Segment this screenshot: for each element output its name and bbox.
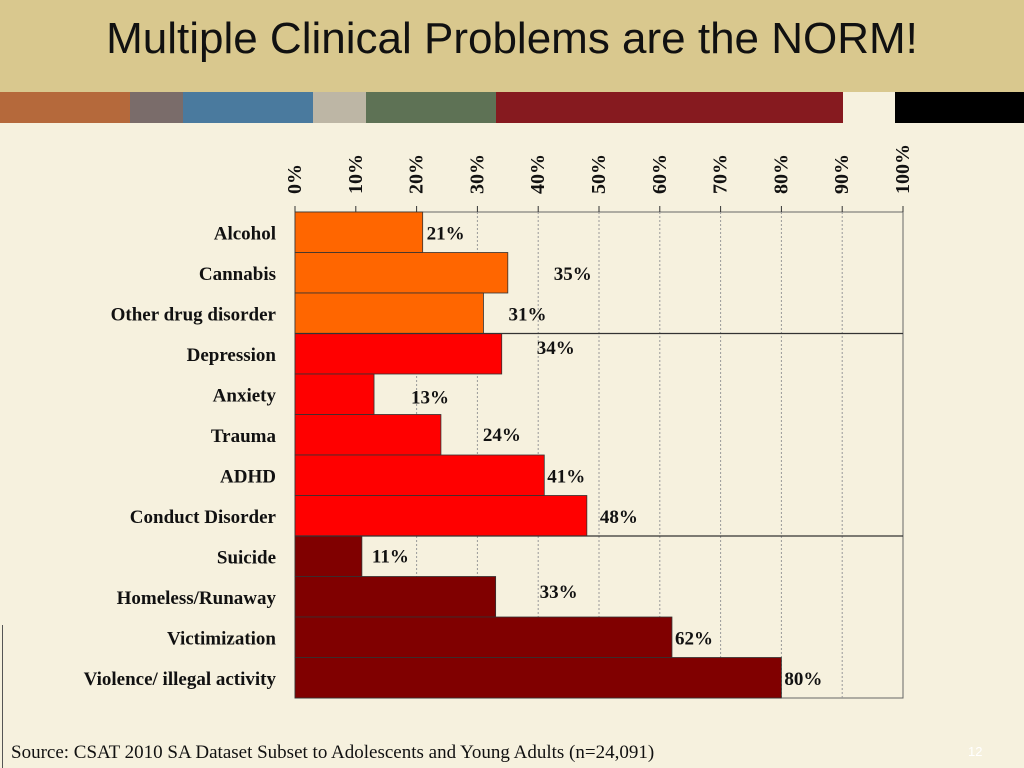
value-label: 13% [411, 387, 449, 408]
value-label: 33% [540, 582, 578, 603]
x-tick-label: 100% [892, 144, 914, 194]
bar [294, 616, 673, 658]
color-stripe [0, 92, 1024, 123]
x-tick-label: 50% [588, 154, 610, 194]
bar [294, 292, 484, 334]
slide-edge-line [2, 625, 3, 768]
bar [294, 211, 424, 253]
stripe-segment [183, 92, 313, 123]
source-note: Source: CSAT 2010 SA Dataset Subset to A… [11, 742, 655, 763]
bar [294, 373, 375, 415]
x-tick-label: 30% [466, 154, 488, 194]
title-bar: Multiple Clinical Problems are the NORM! [0, 0, 1024, 93]
bar [294, 333, 503, 375]
category-label: Depression [187, 345, 277, 366]
bar [294, 576, 497, 618]
category-label: Other drug disorder [111, 304, 277, 325]
page-number: 12 [968, 744, 983, 759]
stripe-segment [0, 92, 130, 123]
bar [294, 454, 545, 496]
value-label: 80% [784, 669, 822, 690]
bar [294, 252, 509, 294]
category-label: Trauma [211, 426, 277, 447]
x-tick-label: 70% [710, 154, 732, 194]
stripe-segment [496, 92, 843, 123]
bar [294, 414, 442, 456]
category-label: Cannabis [199, 264, 276, 285]
category-label: Conduct Disorder [130, 507, 277, 528]
value-label: 34% [537, 338, 575, 359]
stripe-segment [366, 92, 496, 123]
x-tick-label: 40% [527, 154, 549, 194]
value-label: 11% [372, 546, 409, 567]
category-label: Violence/ illegal activity [84, 669, 277, 690]
x-tick-label: 0% [284, 164, 306, 194]
category-label: Alcohol [214, 223, 276, 244]
category-label: Anxiety [213, 385, 277, 406]
x-tick-label: 80% [770, 154, 792, 194]
value-label: 48% [600, 507, 638, 528]
value-label: 62% [675, 628, 713, 649]
bar [294, 535, 363, 577]
x-tick-label: 60% [649, 154, 671, 194]
value-label: 31% [508, 304, 546, 325]
slide-title: Multiple Clinical Problems are the NORM! [106, 14, 918, 63]
value-label: 41% [547, 466, 585, 487]
bar [294, 657, 782, 699]
category-label: Victimization [167, 628, 276, 649]
category-label: Homeless/Runaway [117, 588, 277, 609]
x-tick-label: 20% [406, 154, 428, 194]
value-label: 35% [554, 264, 592, 285]
bar [294, 495, 588, 537]
x-tick-label: 10% [345, 154, 367, 194]
stripe-segment [313, 92, 366, 123]
stripe-segment [895, 92, 1024, 123]
category-label: ADHD [220, 466, 276, 487]
value-label: 21% [427, 223, 465, 244]
stripe-segment [843, 92, 895, 123]
value-label: 24% [483, 425, 521, 446]
x-tick-label: 90% [831, 154, 853, 194]
stripe-segment [130, 92, 183, 123]
category-label: Suicide [217, 547, 276, 568]
